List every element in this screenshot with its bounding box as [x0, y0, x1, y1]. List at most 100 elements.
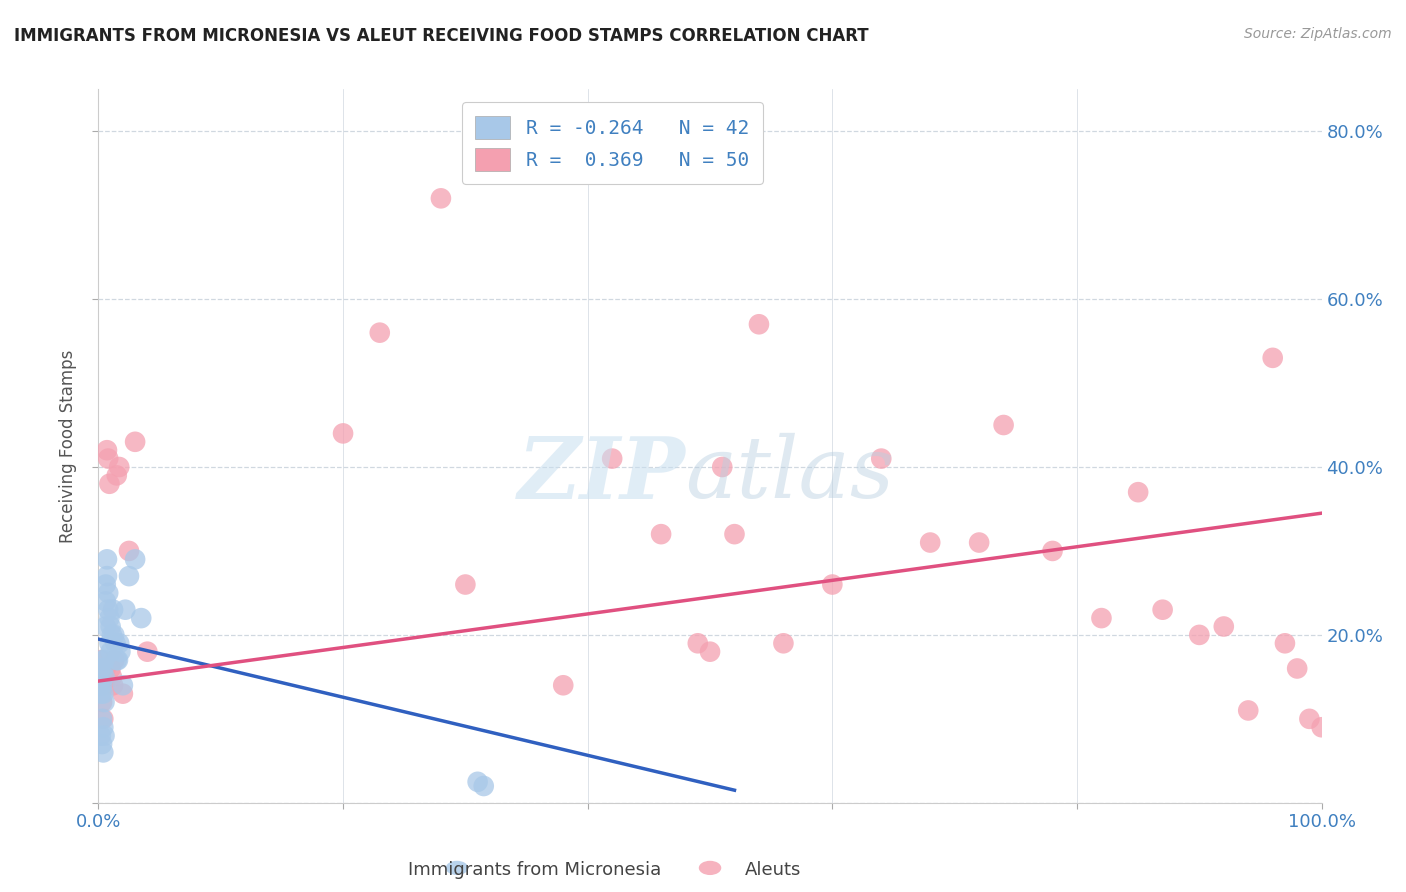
Point — [91, 695, 114, 709]
Point — [103, 628, 125, 642]
Point — [90, 729, 112, 743]
Point — [97, 451, 120, 466]
Point — [1274, 636, 1296, 650]
Point — [101, 603, 124, 617]
Text: Immigrants from Micronesia: Immigrants from Micronesia — [408, 861, 661, 879]
Point — [96, 569, 118, 583]
Point — [686, 636, 709, 650]
Point — [920, 535, 942, 549]
Point — [94, 594, 117, 608]
Point — [1128, 485, 1150, 500]
Point — [1152, 603, 1174, 617]
Point — [1212, 619, 1234, 633]
Point — [93, 653, 115, 667]
Point — [1188, 628, 1211, 642]
Point — [97, 603, 120, 617]
Point — [472, 779, 495, 793]
Point — [98, 636, 121, 650]
Point — [101, 628, 124, 642]
Point — [711, 460, 734, 475]
Point — [699, 645, 721, 659]
Point — [870, 451, 893, 466]
Point — [101, 670, 124, 684]
Text: Aleuts: Aleuts — [745, 861, 801, 879]
Point — [967, 535, 990, 549]
Point — [91, 712, 114, 726]
Point — [748, 318, 770, 332]
Point — [107, 653, 129, 667]
Point — [118, 544, 141, 558]
Point — [90, 687, 112, 701]
Point — [105, 468, 128, 483]
Point — [91, 712, 114, 726]
Point — [93, 729, 115, 743]
Point — [101, 678, 124, 692]
Point — [91, 670, 114, 684]
Point — [91, 720, 114, 734]
Point — [1310, 720, 1333, 734]
Point — [650, 527, 672, 541]
Point — [98, 611, 121, 625]
Point — [98, 476, 121, 491]
Point — [90, 653, 112, 667]
Point — [96, 552, 118, 566]
Point — [114, 603, 136, 617]
Point — [108, 460, 131, 475]
Point — [1090, 611, 1112, 625]
Legend: R = -0.264   N = 42, R =  0.369   N = 50: R = -0.264 N = 42, R = 0.369 N = 50 — [461, 103, 762, 185]
Point — [553, 678, 575, 692]
Point — [91, 737, 114, 751]
Point — [600, 451, 623, 466]
Point — [91, 678, 114, 692]
Point — [993, 417, 1015, 432]
Point — [723, 527, 745, 541]
Point — [332, 426, 354, 441]
Point — [91, 661, 114, 675]
Point — [772, 636, 794, 650]
Point — [100, 645, 122, 659]
Point — [118, 569, 141, 583]
Point — [91, 746, 114, 760]
Point — [93, 670, 115, 684]
Point — [454, 577, 477, 591]
Point — [821, 577, 844, 591]
Point — [1261, 351, 1284, 365]
Point — [100, 619, 122, 633]
Point — [100, 661, 122, 675]
Point — [91, 687, 114, 701]
Point — [1042, 544, 1064, 558]
Point — [1286, 661, 1309, 675]
Point — [124, 434, 146, 449]
Point — [467, 774, 489, 789]
Point — [94, 577, 117, 591]
Text: Source: ZipAtlas.com: Source: ZipAtlas.com — [1244, 27, 1392, 41]
Y-axis label: Receiving Food Stamps: Receiving Food Stamps — [59, 350, 77, 542]
Point — [129, 611, 152, 625]
Point — [97, 586, 120, 600]
Text: IMMIGRANTS FROM MICRONESIA VS ALEUT RECEIVING FOOD STAMPS CORRELATION CHART: IMMIGRANTS FROM MICRONESIA VS ALEUT RECE… — [14, 27, 869, 45]
Point — [111, 687, 134, 701]
Text: atlas: atlas — [686, 434, 894, 516]
Point — [89, 678, 111, 692]
Point — [108, 636, 131, 650]
Point — [94, 661, 117, 675]
Point — [91, 653, 114, 667]
Point — [104, 636, 127, 650]
Point — [124, 552, 146, 566]
Point — [1237, 703, 1260, 717]
Point — [103, 653, 125, 667]
Point — [110, 645, 132, 659]
Text: ZIP: ZIP — [517, 433, 686, 516]
Point — [105, 653, 128, 667]
Point — [93, 695, 115, 709]
Point — [136, 645, 159, 659]
Point — [91, 670, 114, 684]
Point — [111, 678, 134, 692]
Point — [93, 678, 115, 692]
Point — [96, 443, 118, 458]
Point — [1298, 712, 1320, 726]
Point — [430, 191, 453, 205]
Point — [368, 326, 391, 340]
Point — [90, 661, 112, 675]
Point — [94, 619, 117, 633]
